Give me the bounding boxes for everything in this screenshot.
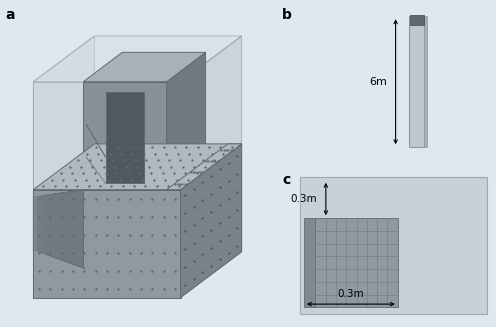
Polygon shape [82,190,85,268]
Polygon shape [73,190,85,268]
Polygon shape [33,144,242,190]
Polygon shape [33,36,94,298]
Polygon shape [167,52,205,190]
Bar [410,15,424,25]
Text: c: c [282,173,290,187]
Text: 6m: 6m [369,77,387,87]
Polygon shape [181,36,242,298]
Polygon shape [181,144,242,298]
Bar [304,218,315,307]
Polygon shape [33,82,181,298]
Polygon shape [33,36,242,82]
Text: 0.3m: 0.3m [338,289,364,299]
Polygon shape [167,144,242,190]
Polygon shape [106,92,144,183]
Polygon shape [77,190,85,268]
Bar [315,218,398,307]
Bar [424,16,427,147]
Polygon shape [47,190,85,268]
Polygon shape [64,190,85,268]
Bar [300,177,487,314]
Text: b: b [282,8,292,22]
Polygon shape [68,190,85,268]
Polygon shape [83,82,167,190]
Polygon shape [33,190,181,298]
Polygon shape [38,190,85,268]
Polygon shape [42,190,85,268]
Polygon shape [83,52,205,82]
Polygon shape [55,190,85,268]
Text: a: a [5,8,15,22]
Polygon shape [51,190,85,268]
Bar [409,16,424,147]
Text: 0.3m: 0.3m [291,194,317,204]
Polygon shape [33,190,85,268]
Polygon shape [60,190,85,268]
